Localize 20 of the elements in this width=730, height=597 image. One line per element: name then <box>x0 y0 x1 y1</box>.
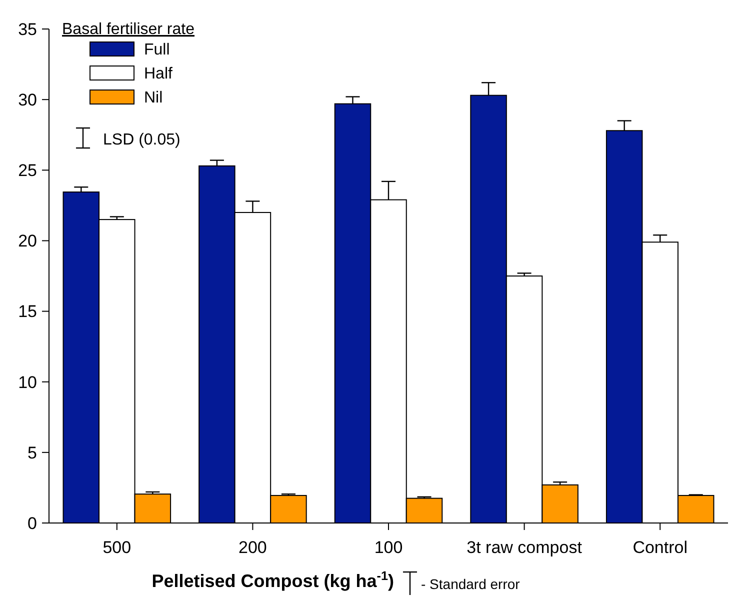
legend-label: Full <box>144 42 170 59</box>
legend-title: Basal fertiliser rate <box>62 21 195 38</box>
y-tick-label: 15 <box>18 302 37 322</box>
x-tick-label: 100 <box>374 538 403 557</box>
annotation: LSD (0.05) <box>103 132 180 149</box>
x-tick-label: 500 <box>102 538 132 557</box>
x-tick-label: 200 <box>238 538 267 557</box>
y-tick-label: 5 <box>28 443 37 462</box>
y-tick-label: 25 <box>18 161 37 180</box>
y-tick-label: 35 <box>18 20 37 39</box>
x-tick-label: 3t raw compost <box>466 538 582 557</box>
y-tick-label: 10 <box>18 372 37 392</box>
text: - Standard error <box>421 576 520 592</box>
legend-label: Nil <box>144 90 163 107</box>
y-tick-label: 30 <box>18 90 37 110</box>
x-axis-title: Pelletised Compost (kg ha$^{-1}$) <box>152 569 394 591</box>
y-tick-label: 20 <box>18 232 37 251</box>
legend-label: Half <box>144 66 174 83</box>
y-tick-label: 0 <box>28 514 37 533</box>
x-tick-label: Control <box>632 538 688 557</box>
